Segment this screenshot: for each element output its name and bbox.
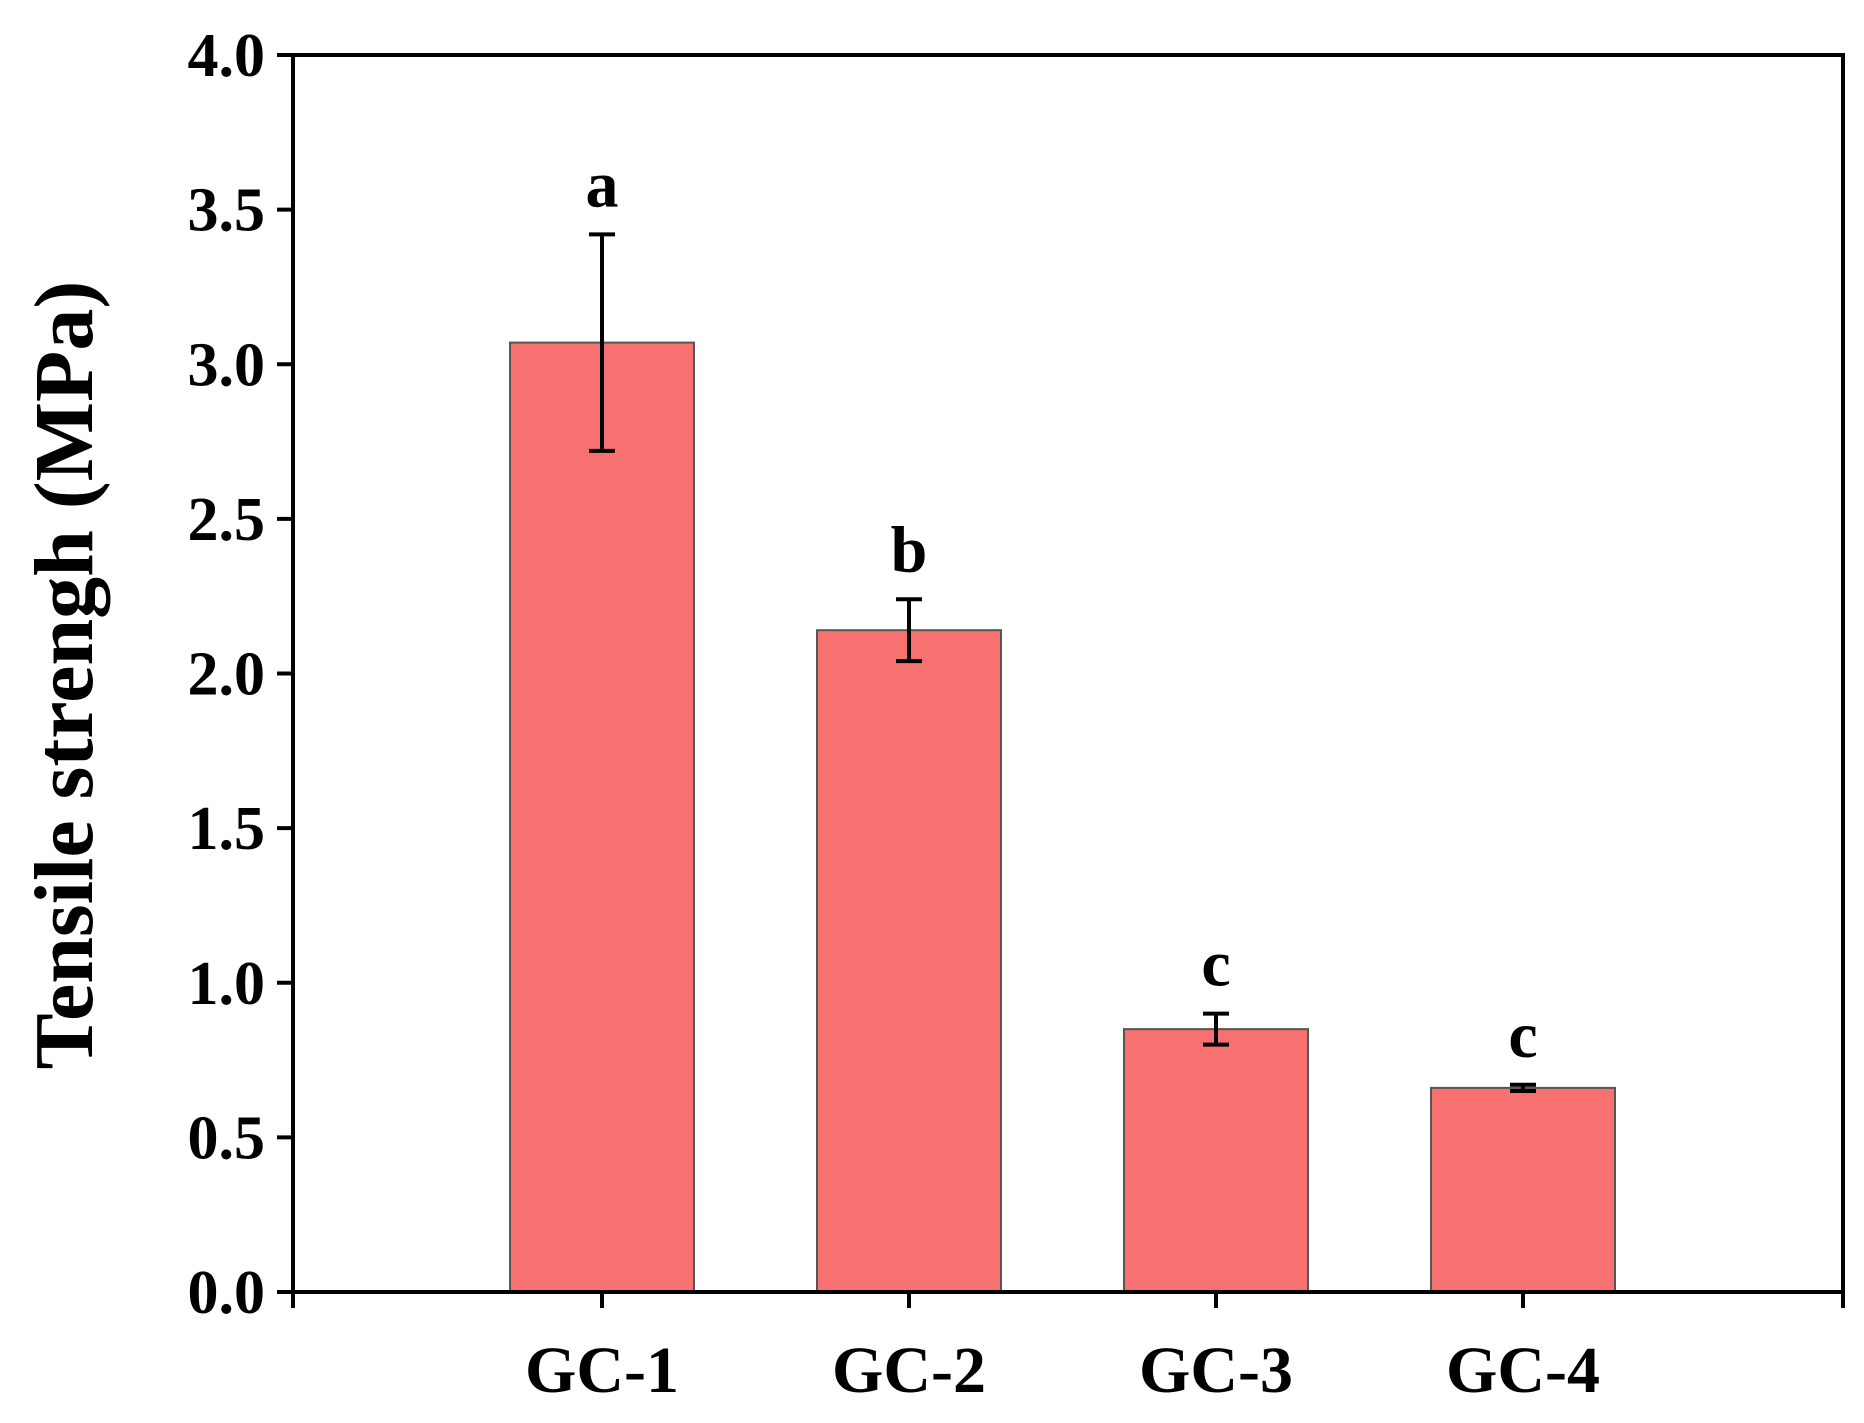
x-tick-label: GC-1 (525, 1334, 679, 1407)
x-tick-label: GC-4 (1446, 1334, 1600, 1407)
bar-gc-3 (1123, 1028, 1309, 1293)
error-bar-gc-2 (896, 597, 922, 664)
y-tick-label: 1.5 (188, 795, 266, 863)
y-tick-label: 4.0 (188, 22, 266, 90)
error-bar-gc-1 (589, 232, 615, 453)
y-tick-label: 0.5 (188, 1104, 266, 1172)
error-bars-group (589, 232, 1536, 1093)
error-bar-gc-4 (1510, 1082, 1536, 1093)
error-bar-gc-3 (1203, 1011, 1229, 1047)
y-tick-label: 2.0 (188, 641, 266, 709)
bar-gc-1 (509, 341, 695, 1294)
y-tick-label: 3.5 (188, 177, 266, 245)
labels-group: a b c c 0.0 0.5 1.0 1.5 2.0 2.5 3.0 3.5 4.0 GC-1 GC-2 G… (188, 22, 1600, 1407)
bar-gc-2 (816, 629, 1002, 1293)
y-tick-label: 1.0 (188, 950, 266, 1018)
bars-group (509, 341, 1616, 1294)
significance-label: c (1201, 928, 1230, 1001)
significance-label: c (1508, 999, 1537, 1072)
y-tick-label: 0.0 (188, 1259, 266, 1327)
x-tick-label: GC-3 (1139, 1334, 1293, 1407)
bar-gc-4 (1430, 1086, 1616, 1294)
y-tick-label: 2.5 (188, 486, 266, 554)
y-tick-label: 3.0 (188, 331, 266, 399)
significance-label: a (586, 148, 619, 221)
axes-group (277, 53, 1845, 1308)
x-tick-label: GC-2 (832, 1334, 986, 1407)
y-axis-title: Tensile strengh (MPa) (18, 281, 111, 1070)
significance-label: b (891, 513, 928, 586)
